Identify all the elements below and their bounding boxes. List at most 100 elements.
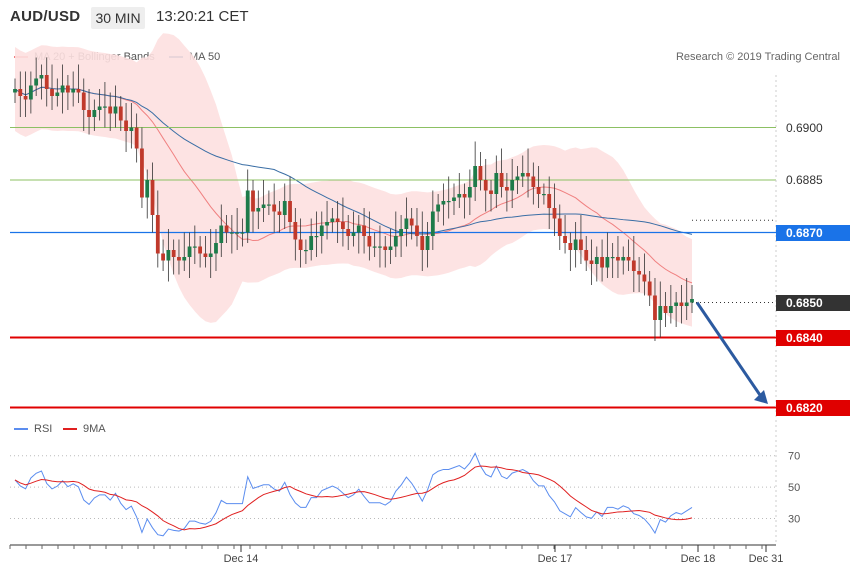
- candle-body: [103, 106, 107, 108]
- price-label: 0.6900: [786, 120, 823, 135]
- candle: [478, 152, 483, 191]
- candle: [536, 166, 541, 208]
- candle-body: [34, 78, 39, 86]
- candle: [579, 215, 583, 264]
- legend-rsi: RSI: [14, 423, 52, 435]
- candle: [28, 71, 33, 114]
- candle-body: [303, 250, 308, 252]
- candle-body: [235, 232, 240, 234]
- candle: [198, 236, 203, 268]
- candle: [605, 232, 610, 278]
- candle: [319, 211, 324, 254]
- candle-body: [499, 173, 504, 187]
- candle: [642, 253, 647, 296]
- candle: [214, 229, 218, 271]
- candle: [103, 82, 107, 128]
- ma50-line: [14, 86, 693, 235]
- candle: [145, 169, 150, 219]
- candle-body: [28, 85, 33, 100]
- candle: [155, 190, 160, 268]
- candle: [631, 236, 636, 292]
- candle: [282, 183, 287, 229]
- candle-body: [430, 211, 435, 236]
- timeframe-selector[interactable]: 30 MIN: [91, 7, 145, 29]
- candle-body: [87, 110, 91, 117]
- candle-body: [383, 246, 388, 250]
- candle-body: [314, 236, 319, 238]
- candle-body: [520, 173, 525, 177]
- candle: [124, 103, 128, 152]
- candle-body: [690, 299, 694, 303]
- arrow-head: [754, 390, 768, 404]
- candle: [489, 180, 493, 212]
- candle-body: [457, 194, 462, 198]
- candle-body: [65, 85, 70, 93]
- candle-body: [584, 250, 589, 261]
- candle-body: [229, 232, 234, 234]
- candle-body: [600, 257, 604, 268]
- candle: [150, 162, 155, 233]
- candle-body: [362, 225, 366, 236]
- candle: [637, 257, 642, 292]
- candle-body: [224, 225, 229, 233]
- candle: [594, 246, 599, 282]
- candle-body: [504, 187, 509, 191]
- candle-body: [462, 194, 467, 198]
- rsi-panel: 70 50 30: [10, 451, 800, 537]
- candle-body: [446, 201, 451, 203]
- candle: [341, 197, 345, 247]
- candle: [616, 236, 620, 278]
- candle-body: [621, 257, 626, 261]
- candle-body: [489, 190, 493, 194]
- candle-body: [478, 166, 483, 180]
- candle: [520, 155, 525, 187]
- candle: [563, 215, 567, 254]
- candle-body: [309, 236, 314, 250]
- candle: [504, 173, 509, 212]
- candle: [404, 197, 409, 247]
- price-label: 0.6885: [786, 173, 823, 187]
- candle: [140, 127, 144, 208]
- candle-body: [71, 89, 76, 93]
- candle: [129, 103, 134, 149]
- candle-body: [637, 271, 642, 275]
- candle-body: [642, 274, 647, 282]
- candle: [589, 239, 594, 285]
- candle: [182, 232, 187, 271]
- candle: [557, 204, 562, 250]
- price-label: 0.6850: [776, 294, 850, 311]
- legend-label-9ma: 9MA: [83, 423, 106, 435]
- candle-body: [214, 243, 218, 254]
- candle: [430, 190, 435, 250]
- candle: [653, 278, 657, 341]
- candle-body: [245, 190, 250, 233]
- candle-body: [23, 96, 28, 100]
- candle: [393, 211, 398, 257]
- candle-body: [668, 306, 673, 313]
- candle: [113, 85, 118, 128]
- candle-body: [13, 89, 17, 93]
- candle: [610, 243, 615, 278]
- candle-body: [420, 236, 425, 250]
- candle-body: [288, 201, 292, 222]
- candle-body: [129, 127, 134, 131]
- candle-body: [44, 75, 49, 89]
- candle: [399, 215, 404, 257]
- candle: [134, 113, 139, 163]
- candle: [92, 99, 97, 131]
- candle: [60, 64, 65, 114]
- credit-text: Research © 2019 Trading Central: [675, 51, 840, 63]
- candle: [542, 183, 546, 205]
- candle: [515, 166, 520, 194]
- candle: [668, 285, 673, 324]
- candle: [303, 239, 308, 264]
- candle: [388, 229, 393, 264]
- candle: [679, 285, 684, 324]
- candle-body: [388, 246, 393, 250]
- candle-body: [531, 176, 536, 187]
- candle: [446, 176, 451, 219]
- candle: [346, 215, 351, 250]
- rsi-tick-label: 50: [788, 482, 800, 494]
- legend-swatch-rsi: [14, 428, 28, 431]
